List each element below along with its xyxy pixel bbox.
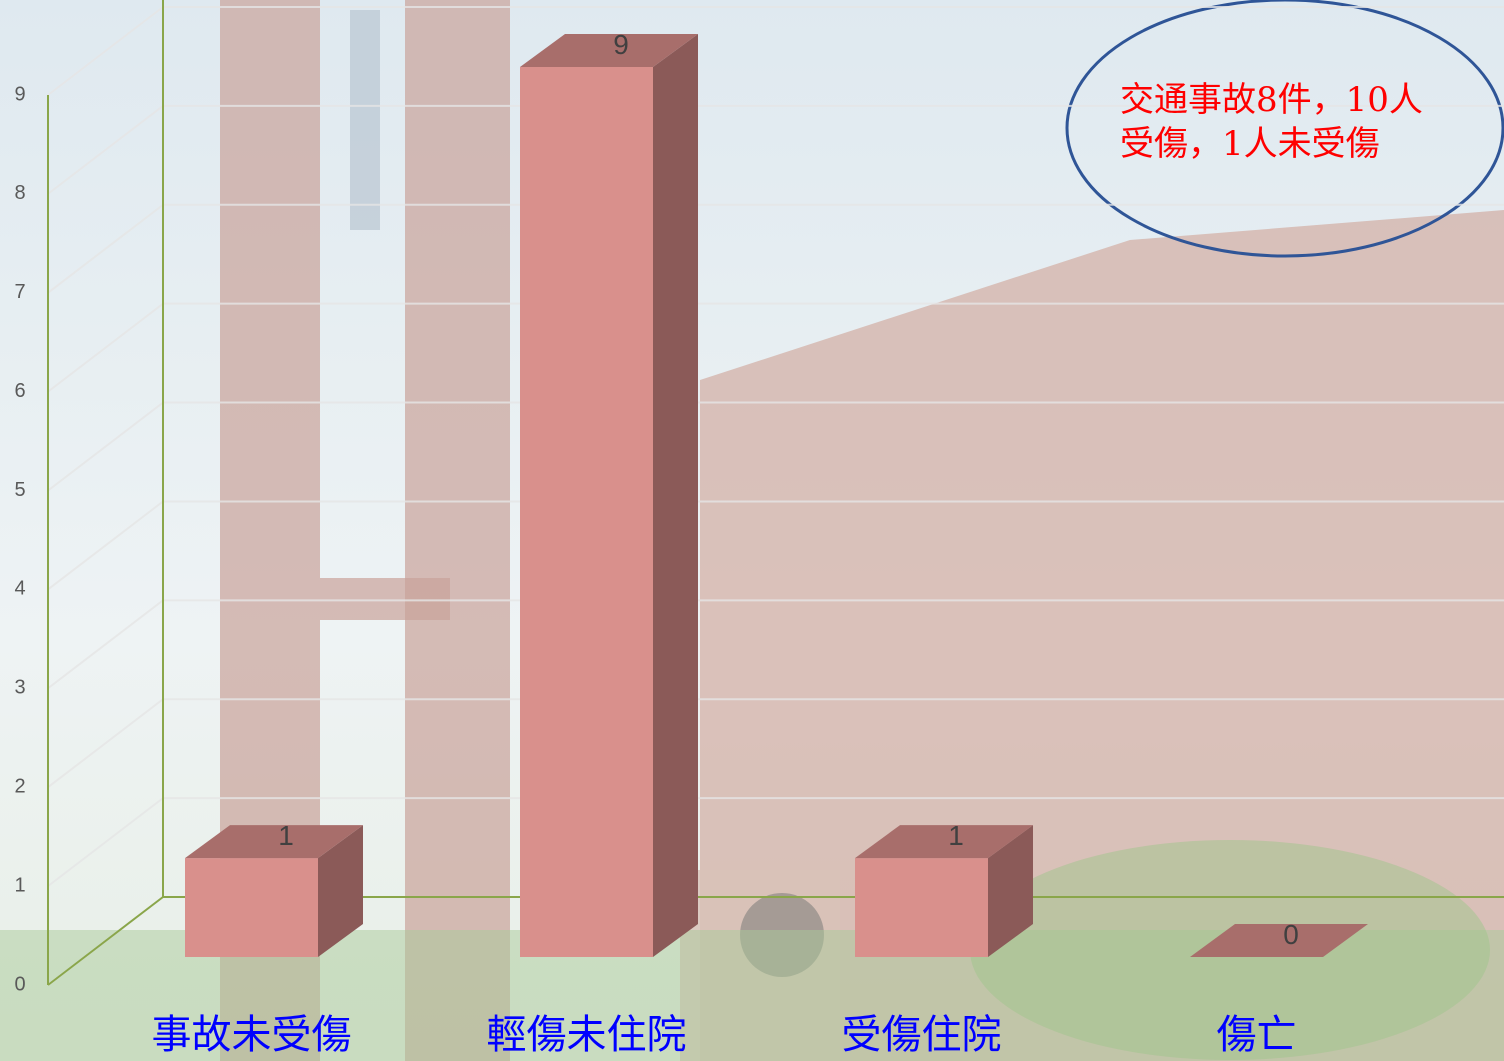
grid-line	[47, 302, 164, 393]
grid-line	[47, 599, 164, 690]
grid-line	[47, 797, 164, 887]
grid-line	[47, 6, 164, 96]
value-label: 9	[613, 29, 629, 60]
bar-side	[653, 34, 698, 957]
bar-top	[855, 825, 1033, 859]
grid-line	[47, 698, 164, 789]
bar-side	[318, 825, 363, 957]
bar-top	[185, 825, 363, 859]
value-label: 1	[278, 820, 294, 851]
grid-line	[47, 500, 164, 591]
y-tick-label: 6	[14, 380, 25, 402]
x-tick-label: 受傷住院	[842, 1012, 1002, 1058]
x-tick-label: 輕傷未住院	[487, 1012, 687, 1058]
value-label: 1	[948, 820, 964, 851]
bar-front	[520, 67, 653, 957]
annotation: 交通事故8件，10人受傷，1人未受傷	[1120, 80, 1423, 165]
bar-front	[855, 858, 988, 957]
bar-top	[1190, 924, 1368, 957]
y-tick-label: 9	[14, 83, 25, 105]
bar-front	[185, 858, 318, 957]
bar-side	[988, 825, 1033, 957]
y-tick-label: 1	[14, 874, 25, 896]
grid-line	[47, 105, 164, 195]
y-tick-label: 7	[14, 281, 25, 303]
y-tick-label: 2	[14, 776, 25, 798]
y-tick-label: 5	[14, 479, 25, 501]
y-tick-label: 8	[14, 182, 25, 204]
annotation-ellipse	[1065, 0, 1504, 258]
grid-line	[47, 401, 164, 492]
y-tick-label: 4	[14, 578, 25, 600]
bar-top	[520, 34, 698, 67]
value-label: 0	[1283, 919, 1299, 950]
y-tick-label: 3	[14, 677, 25, 699]
x-tick-label: 事故未受傷	[152, 1012, 352, 1058]
y-tick-label: 0	[14, 973, 25, 995]
axis-line	[47, 896, 164, 986]
x-tick-label: 傷亡	[1217, 1012, 1297, 1058]
grid-line	[47, 203, 164, 294]
